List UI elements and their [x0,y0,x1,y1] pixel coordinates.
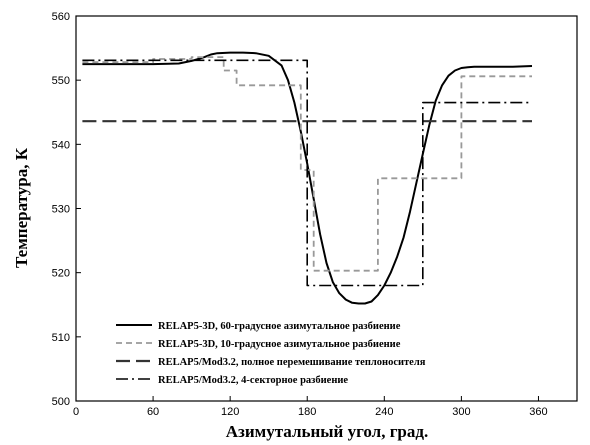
series-line-4 [82,59,532,287]
plot-frame [75,15,578,402]
y-axis-title: Температура, К [12,147,31,268]
x-axis-ticks: 0 60 120 180 240 300 360 [73,396,548,418]
legend-label-2: RELAP5-3D, 10-градусное азимутальное раз… [158,339,401,350]
legend-label-1: RELAP5-3D, 60-градусное азимутальное раз… [158,321,401,332]
x-tick-label: 300 [452,406,470,418]
y-tick-label: 500 [52,396,70,408]
y-tick-label: 550 [52,75,70,87]
x-tick-label: 120 [221,406,239,418]
y-tick-label: 560 [52,11,70,23]
x-tick-label: 180 [298,406,316,418]
y-tick-label: 540 [52,139,70,151]
y-tick-label: 520 [52,268,70,280]
legend: RELAP5-3D, 60-градусное азимутальное раз… [116,321,426,386]
series-line-1 [82,51,533,305]
legend-label-3: RELAP5/Mod3.2, полное перемешивание тепл… [158,357,426,368]
x-tick-label: 0 [73,406,79,418]
series-line-2 [82,56,532,272]
x-tick-label: 360 [529,406,547,418]
y-tick-label: 510 [52,332,70,344]
x-tick-label: 240 [375,406,393,418]
legend-label-4: RELAP5/Mod3.2, 4-секторное разбиение [158,375,348,386]
x-tick-label: 60 [147,406,159,418]
series-lines [82,51,533,305]
x-axis-title: Азимутальный угол, град. [226,422,428,441]
y-axis-ticks: 500 510 520 530 540 550 560 [52,11,81,408]
y-tick-label: 530 [52,204,70,216]
